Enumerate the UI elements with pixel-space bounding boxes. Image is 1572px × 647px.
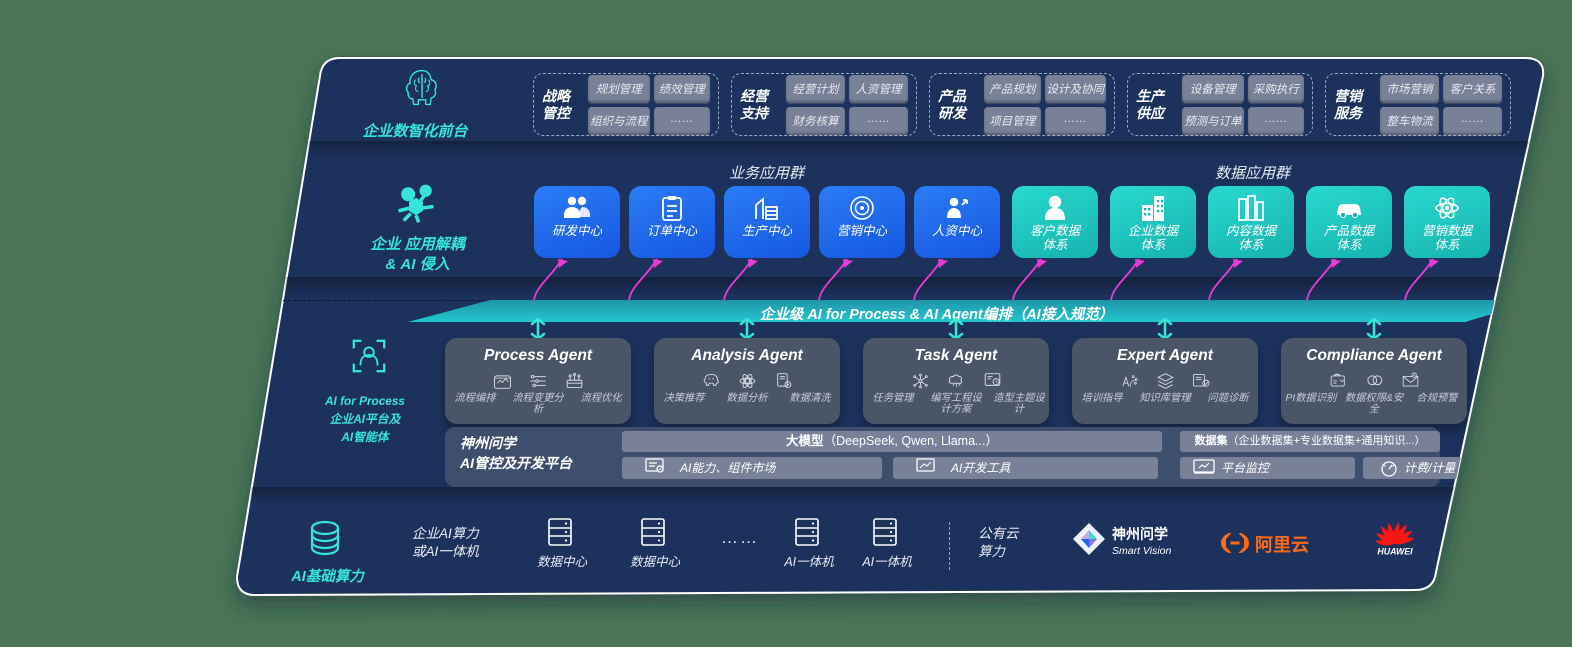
svg-text:HUAWEI: HUAWEI <box>1377 547 1413 557</box>
